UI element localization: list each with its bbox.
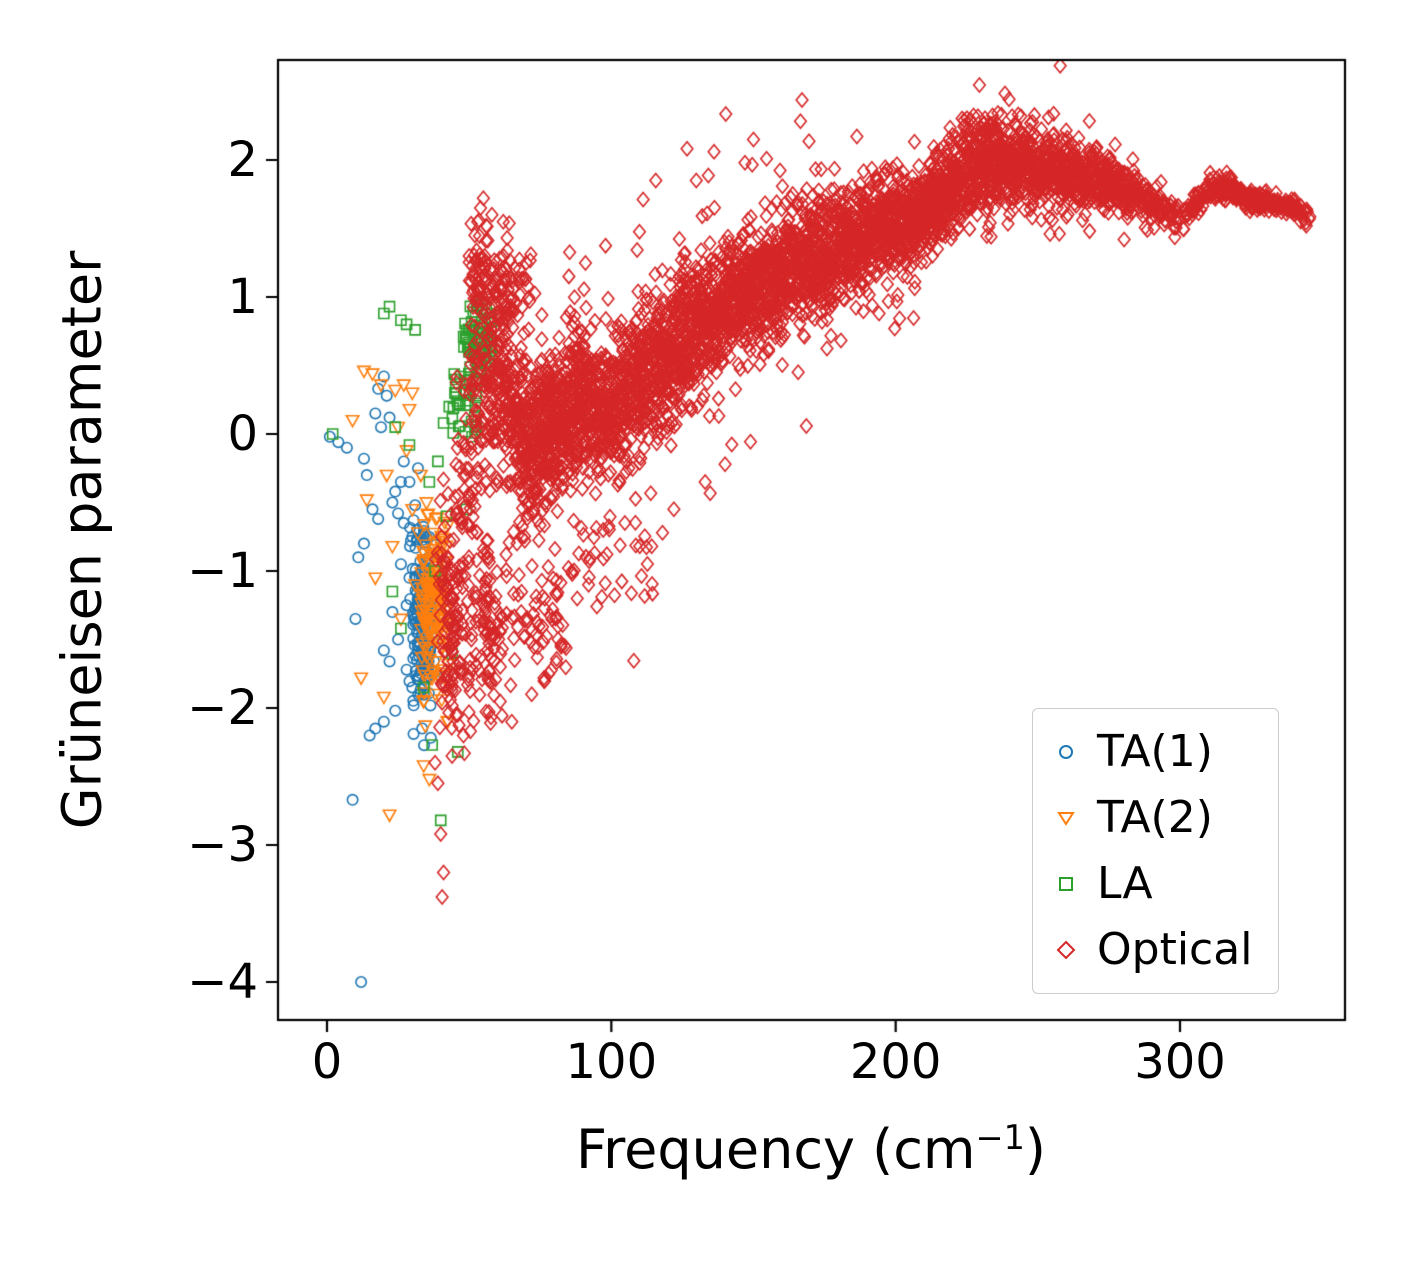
legend-label: TA(2)	[1097, 792, 1213, 843]
x-tick-label: 100	[565, 1034, 658, 1090]
x-axis-label-superscript: −1	[975, 1118, 1025, 1157]
y-tick-label: 2	[227, 132, 258, 188]
x-axis-label-close: )	[1024, 1118, 1046, 1181]
x-tick-label: 0	[311, 1034, 343, 1090]
x-tick-label: 200	[849, 1034, 942, 1090]
x-axis-label-base: Frequency (cm	[576, 1118, 976, 1181]
y-tick-label: −3	[187, 817, 258, 873]
y-tick-label: −4	[187, 954, 258, 1010]
legend-label: TA(1)	[1097, 726, 1213, 777]
legend-label: LA	[1097, 858, 1153, 909]
legend-entry-la: LA	[1051, 857, 1252, 911]
legend-diamond-icon	[1056, 940, 1076, 960]
legend-circle-icon	[1059, 745, 1073, 759]
legend-entry-ta-1-: TA(1)	[1051, 725, 1252, 779]
legend-triangle-down-icon	[1057, 812, 1075, 826]
legend: TA(1) TA(2) LA Optical	[1032, 708, 1280, 994]
x-axis-label: Frequency (cm−1)	[576, 1118, 1046, 1181]
legend-entry-optical: Optical	[1051, 923, 1252, 977]
y-axis-label: Grüneisen parameter	[50, 250, 114, 830]
legend-entry-ta-2-: TA(2)	[1051, 791, 1252, 845]
legend-label: Optical	[1097, 924, 1253, 975]
x-tick-label: 300	[1134, 1034, 1226, 1090]
y-tick-label: −1	[187, 543, 258, 599]
legend-square-icon	[1059, 877, 1073, 891]
y-tick-label: 1	[227, 269, 258, 325]
y-tick-label: −2	[187, 680, 258, 736]
y-tick-label: 0	[227, 406, 258, 462]
